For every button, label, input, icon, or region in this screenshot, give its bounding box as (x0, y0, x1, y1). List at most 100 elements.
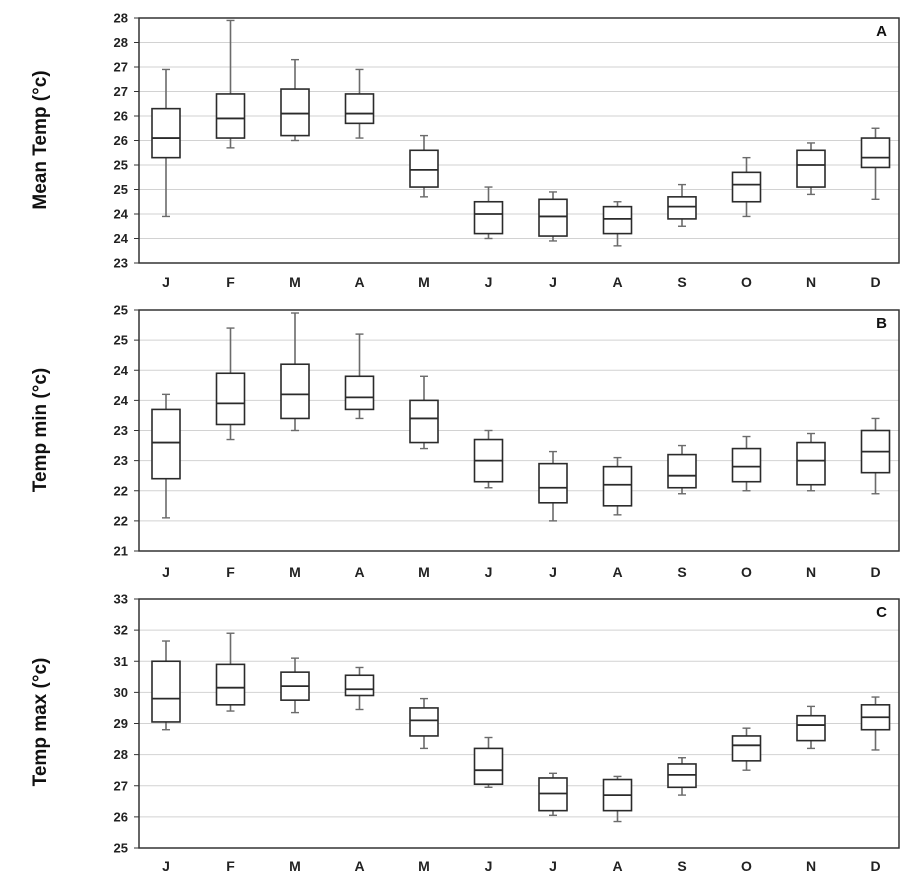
panel-c: 25 26 27 28 29 30 31 32 33 C Temp max (°c) J F M A M J J A… (30, 592, 900, 874)
y-tick-label: 27 (114, 84, 128, 99)
y-tick-label: 22 (114, 513, 128, 528)
box-iqr (215, 663, 246, 706)
box-s-9 (667, 757, 697, 796)
box-iqr (602, 465, 633, 507)
x-tick-label: J (549, 858, 557, 874)
box-j-6 (473, 736, 504, 789)
y-tick-label: 25 (114, 333, 128, 348)
y-tick-label: 30 (114, 685, 128, 700)
box-iqr (473, 200, 504, 235)
y-axis-label: Mean Temp (°c) (30, 70, 51, 209)
y-tick-label: 32 (114, 623, 128, 638)
x-tick-label: D (870, 564, 880, 580)
box-iqr (215, 372, 246, 426)
x-tick-label: A (354, 274, 364, 290)
x-tick-label: D (870, 858, 880, 874)
y-tick-label: 28 (114, 11, 128, 26)
box-iqr (215, 93, 246, 139)
y-tick-label: 24 (114, 363, 129, 378)
y-tick-label: 26 (114, 109, 128, 124)
box-iqr (731, 447, 762, 483)
x-tick-label: J (162, 858, 170, 874)
box-n-11 (796, 142, 826, 196)
x-tick-label: M (289, 274, 301, 290)
x-tick-label: J (485, 274, 493, 290)
box-iqr (344, 674, 375, 697)
box-a-8 (602, 775, 633, 823)
x-tick-label: M (289, 564, 301, 580)
x-tick-label: A (612, 858, 622, 874)
y-tick-label: 24 (114, 393, 129, 408)
plot-frame (138, 598, 900, 849)
y-tick-label: 33 (114, 592, 128, 607)
y-tick-label: 25 (114, 158, 128, 173)
x-tick-label: S (677, 564, 686, 580)
x-tick-label: D (870, 274, 880, 290)
box-j-6 (473, 186, 504, 240)
y-tick-label: 29 (114, 716, 128, 731)
box-f-2 (215, 19, 246, 149)
box-iqr (151, 107, 181, 159)
y-axis-label: Temp min (°c) (30, 368, 51, 492)
y-tick-label: 21 (114, 544, 128, 559)
box-m-3 (280, 58, 310, 142)
box-iqr (538, 198, 568, 237)
y-tick-label: 24 (114, 231, 129, 246)
box-m-5 (409, 134, 439, 198)
panel-b: 21 22 22 23 23 24 24 25 25 B Temp min (°c) J F M A M J J A… (30, 303, 900, 580)
x-tick-label: F (226, 858, 235, 874)
y-tick-label: 25 (114, 303, 128, 318)
y-tick-label: 23 (114, 423, 128, 438)
box-o-10 (731, 435, 762, 492)
box-j-7 (538, 450, 568, 522)
x-tick-label: M (418, 564, 430, 580)
box-iqr (344, 375, 375, 411)
y-axis-label: Temp max (°c) (30, 658, 51, 787)
x-tick-label: N (806, 564, 816, 580)
box-m-3 (280, 657, 310, 714)
box-iqr (796, 441, 826, 486)
box-f-2 (215, 632, 246, 712)
box-s-9 (667, 183, 697, 227)
box-d-12 (860, 417, 891, 495)
box-iqr (344, 93, 375, 125)
y-tick-label: 25 (114, 841, 128, 856)
box-iqr (280, 88, 310, 137)
box-iqr (860, 137, 891, 169)
box-s-9 (667, 444, 697, 495)
y-tick-label: 27 (114, 60, 128, 75)
box-iqr (473, 747, 504, 785)
x-tick-label: A (354, 564, 364, 580)
box-iqr (796, 149, 826, 188)
box-o-10 (731, 727, 762, 771)
box-f-2 (215, 327, 246, 441)
x-tick-label: S (677, 858, 686, 874)
x-tick-label: A (354, 858, 364, 874)
x-tick-label: J (549, 564, 557, 580)
x-tick-label: M (289, 858, 301, 874)
x-tick-label: M (418, 274, 430, 290)
x-tick-label: S (677, 274, 686, 290)
box-a-4 (344, 333, 375, 420)
box-iqr (731, 171, 762, 203)
box-iqr (280, 363, 310, 420)
plot-frame (138, 17, 900, 264)
box-iqr (409, 707, 439, 737)
x-tick-label: J (549, 274, 557, 290)
box-a-4 (344, 666, 375, 711)
y-tick-label: 31 (114, 654, 128, 669)
y-tick-label: 24 (114, 207, 129, 222)
x-tick-label: M (418, 858, 430, 874)
x-tick-label: N (806, 858, 816, 874)
box-n-11 (796, 705, 826, 750)
box-a-4 (344, 68, 375, 139)
y-tick-label: 23 (114, 256, 128, 271)
box-j-7 (538, 191, 568, 242)
y-tick-label: 28 (114, 747, 128, 762)
y-tick-label: 27 (114, 778, 128, 793)
box-d-12 (860, 127, 891, 201)
panel-a: 23 24 24 25 25 26 26 27 27 28 28 A Mean Temp (°c) J F M… (30, 11, 900, 290)
x-tick-label: J (485, 858, 493, 874)
